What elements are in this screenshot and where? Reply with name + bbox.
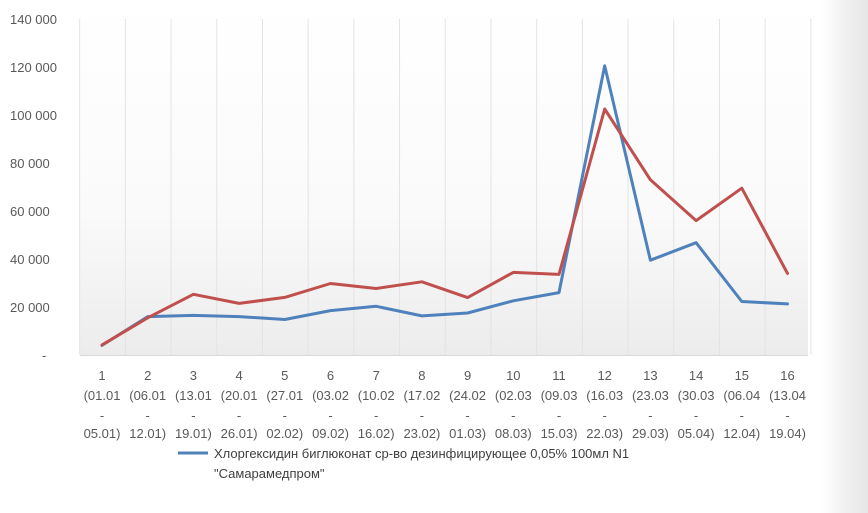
x-tick-label: 1 (98, 368, 105, 383)
x-tick-label: (24.02 (449, 388, 486, 403)
x-tick-label: - (374, 408, 378, 423)
x-tick-label: 02.02) (266, 426, 303, 441)
x-tick-label: - (146, 408, 150, 423)
y-tick-label: 80 000 (10, 156, 50, 171)
y-tick-label: 140 000 (10, 12, 57, 27)
x-tick-label: 10 (506, 368, 520, 383)
x-tick-label: 05.04) (678, 426, 715, 441)
y-tick-label: 40 000 (10, 252, 50, 267)
x-tick-label: 12.04) (723, 426, 760, 441)
x-tick-label: - (100, 408, 104, 423)
x-tick-label: 16.02) (358, 426, 395, 441)
x-tick-label: 16 (780, 368, 794, 383)
x-tick-label: 2 (144, 368, 151, 383)
legend-label-line-1: Хлоргексидин биглюконат ср-во дезинфицир… (214, 446, 629, 461)
x-tick-label: - (648, 408, 652, 423)
x-tick-label: (13.04 (769, 388, 806, 403)
x-tick-label: - (328, 408, 332, 423)
x-tick-label: - (740, 408, 744, 423)
x-tick-label: 3 (190, 368, 197, 383)
x-tick-label: 7 (373, 368, 380, 383)
x-tick-label: (23.03 (632, 388, 669, 403)
x-tick-label: (09.03 (541, 388, 578, 403)
x-tick-label: (16.03 (586, 388, 623, 403)
x-tick-label: 13 (643, 368, 657, 383)
y-tick-label: 20 000 (10, 300, 50, 315)
x-tick-label: 19.01) (175, 426, 212, 441)
x-tick-label: 19.04) (769, 426, 806, 441)
x-tick-label: (20.01 (221, 388, 258, 403)
plot-area (80, 0, 808, 356)
x-tick-label: 29.03) (632, 426, 669, 441)
x-tick-label: (27.01 (266, 388, 303, 403)
x-tick-label: (13.01 (175, 388, 212, 403)
legend: Хлоргексидин биглюконат ср-во дезинфицир… (178, 446, 629, 481)
x-tick-label: 12.01) (129, 426, 166, 441)
y-tick-label: 100 000 (10, 108, 57, 123)
x-tick-label: - (694, 408, 698, 423)
x-tick-label: 11 (552, 368, 566, 383)
x-tick-label: 08.03) (495, 426, 532, 441)
vertical-gridlines (79, 19, 812, 355)
x-tick-label: 01.03) (449, 426, 486, 441)
x-tick-label: 23.02) (403, 426, 440, 441)
series-lines (100, 64, 789, 347)
series-line-2 (100, 107, 789, 347)
x-tick-label: 5 (281, 368, 288, 383)
x-tick-label: (06.01 (129, 388, 166, 403)
y-tick-label: 120 000 (10, 60, 57, 75)
x-tick-label: - (785, 408, 789, 423)
x-tick-label: (03.02 (312, 388, 349, 403)
x-tick-label: 05.01) (84, 426, 121, 441)
x-tick-label: (10.02 (358, 388, 395, 403)
y-tick-label: 60 000 (10, 204, 50, 219)
x-tick-label: - (465, 408, 469, 423)
x-tick-label: (01.01 (84, 388, 121, 403)
x-axis: 1 (01.01 - 05.01) 2 (06.01 - 12.01) 3 (13.01 - 19.0… (80, 355, 808, 441)
x-tick-label: 15.03) (541, 426, 578, 441)
x-tick-label: 4 (235, 368, 242, 383)
x-tick-label: (17.02 (403, 388, 440, 403)
x-tick-label: - (511, 408, 515, 423)
x-tick-label: 26.01) (221, 426, 258, 441)
x-tick-label: 8 (418, 368, 425, 383)
x-tick-label: - (557, 408, 561, 423)
x-tick-label: 6 (327, 368, 334, 383)
x-tick-label: - (191, 408, 195, 423)
x-tick-label: 22.03) (586, 426, 623, 441)
x-tick-label: 15 (735, 368, 749, 383)
x-tick-label: (30.03 (678, 388, 715, 403)
x-tick-label: - (237, 408, 241, 423)
x-tick-label: 12 (597, 368, 611, 383)
x-tick-label: - (283, 408, 287, 423)
x-tick-label: - (420, 408, 424, 423)
x-tick-label: - (603, 408, 607, 423)
x-tick-label: 14 (689, 368, 703, 383)
x-tick-label: (06.04 (723, 388, 760, 403)
x-tick-label: 9 (464, 368, 471, 383)
window-edge-shadow (822, 0, 868, 513)
y-axis: - 20 000 40 000 60 000 80 000 100 000 120 000 1… (10, 12, 57, 363)
series-line-1 (100, 64, 789, 347)
y-tick-label: - (42, 348, 46, 363)
x-tick-label: (02.03 (495, 388, 532, 403)
legend-label-line-2: "Самарамедпром" (214, 466, 325, 481)
x-tick-label: 09.02) (312, 426, 349, 441)
